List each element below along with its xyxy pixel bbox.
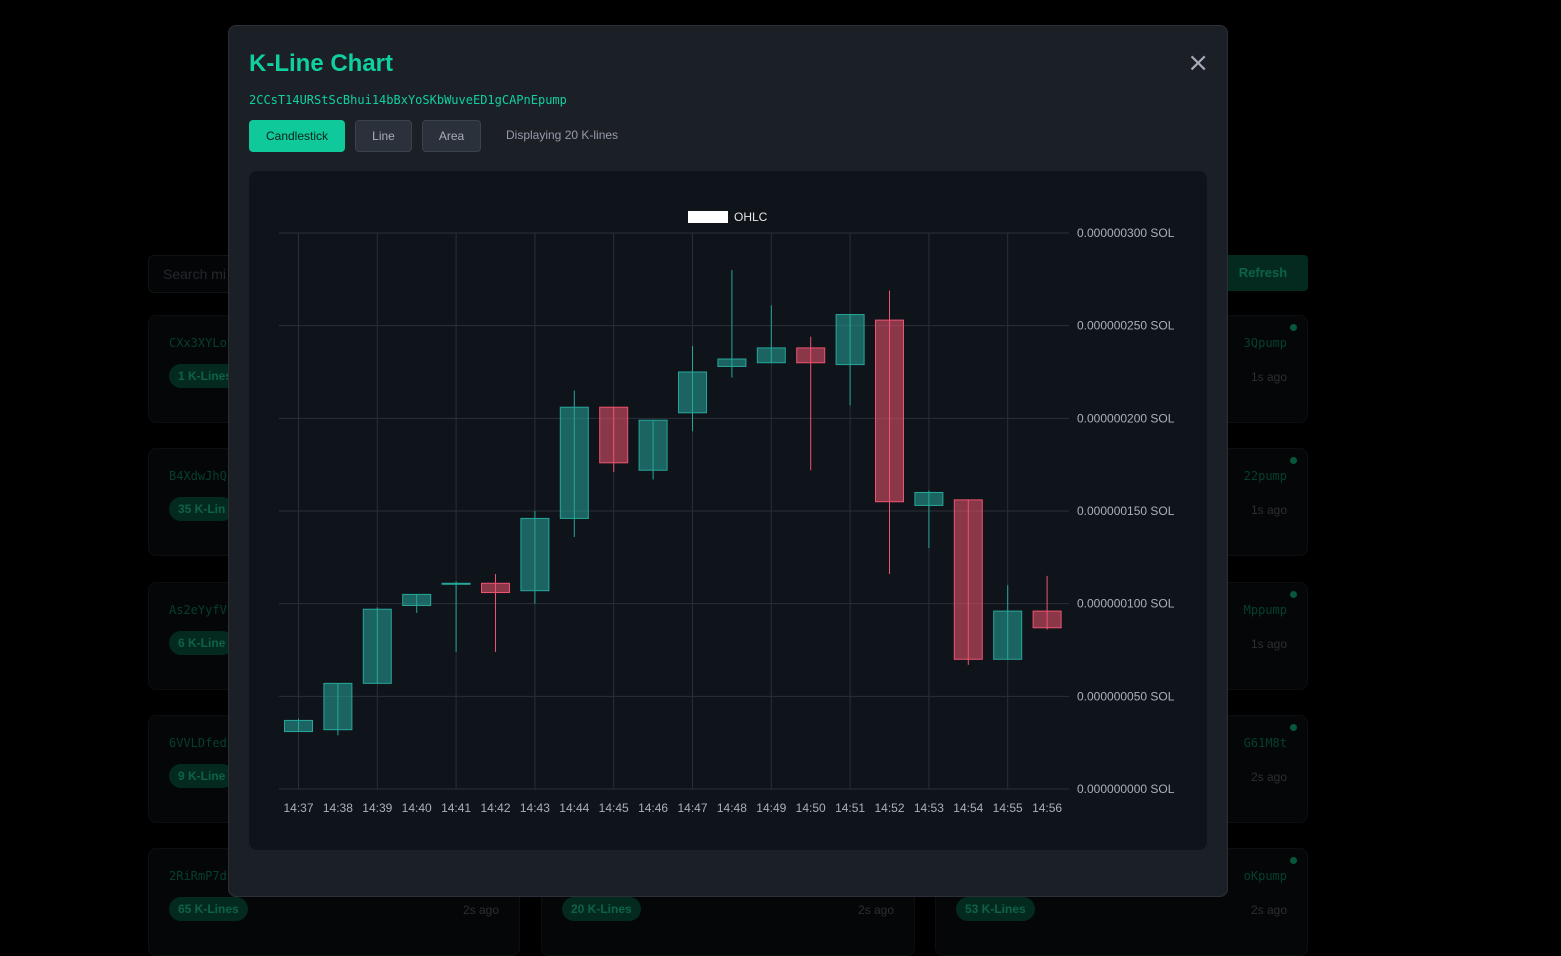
- x-tick-label: 14:37: [283, 801, 313, 815]
- status-dot: [1290, 724, 1297, 731]
- x-tick-label: 14:39: [362, 801, 392, 815]
- candle-body: [1032, 610, 1062, 629]
- time-ago: 1s ago: [1250, 637, 1287, 651]
- status-dot: [1290, 324, 1297, 331]
- candle-body: [638, 419, 668, 471]
- token-address: CXx3XYLo: [169, 336, 227, 350]
- candle-body: [756, 347, 786, 364]
- candle-body: [875, 319, 904, 503]
- x-tick-label: 14:38: [323, 801, 353, 815]
- status-dot: [1290, 591, 1297, 598]
- x-tick-label: 14:50: [796, 801, 826, 815]
- candlestick-button[interactable]: Candlestick: [249, 120, 345, 152]
- candle-body: [953, 499, 983, 660]
- kline-badge: 20 K-Lines: [562, 897, 641, 921]
- candle-body: [362, 608, 392, 684]
- time-ago: 2s ago: [857, 903, 894, 917]
- time-ago: 2s ago: [462, 903, 499, 917]
- y-tick-label: 0.000000100 SOL: [1077, 597, 1175, 611]
- candle-body: [402, 593, 432, 607]
- x-tick-label: 14:55: [993, 801, 1023, 815]
- kline-chart[interactable]: 0.000000000 SOL 0.000000050 SOL 0.00000010…: [249, 171, 1207, 850]
- time-ago: 1s ago: [1250, 503, 1287, 517]
- candle-body: [796, 347, 826, 364]
- token-address: B4XdwJhQ: [169, 469, 227, 483]
- token-address-tail: Mppump: [1243, 603, 1287, 617]
- time-ago: 2s ago: [1250, 903, 1287, 917]
- legend-swatch: [688, 211, 728, 223]
- line-button[interactable]: Line: [355, 120, 412, 152]
- x-tick-label: 14:46: [638, 801, 668, 815]
- candle-body: [441, 582, 471, 585]
- candle-body: [323, 682, 353, 731]
- kline-badge: 6 K-Line: [169, 631, 235, 655]
- kline-badge: 65 K-Lines: [169, 897, 248, 921]
- candle-body: [835, 314, 865, 366]
- x-tick-label: 14:49: [756, 801, 786, 815]
- legend-label: OHLC: [734, 210, 768, 224]
- candle-body: [914, 491, 944, 506]
- candle-body: [993, 610, 1023, 660]
- x-tick-label: 14:53: [914, 801, 944, 815]
- chart-panel: 0.000000000 SOL 0.000000050 SOL 0.00000010…: [249, 171, 1207, 850]
- x-tick-label: 14:52: [874, 801, 904, 815]
- candle-body: [717, 358, 747, 367]
- y-tick-label: 0.000000150 SOL: [1077, 504, 1175, 518]
- refresh-button[interactable]: Refresh: [1218, 255, 1308, 291]
- time-ago: 1s ago: [1250, 370, 1287, 384]
- kline-modal: K-Line Chart × 2CCsT14URStScBhui14bBxYoS…: [228, 25, 1228, 897]
- candle-body: [559, 406, 589, 519]
- kline-badge: 53 K-Lines: [956, 897, 1035, 921]
- y-tick-label: 0.000000300 SOL: [1077, 226, 1175, 240]
- x-tick-label: 14:51: [835, 801, 865, 815]
- kline-badge: 9 K-Line: [169, 764, 235, 788]
- token-address-tail: oKpump: [1243, 869, 1287, 883]
- token-address: 2CCsT14URStScBhui14bBxYoSKbWuveED1gCAPnE…: [249, 93, 567, 107]
- candle-body: [520, 517, 550, 592]
- x-tick-label: 14:54: [953, 801, 983, 815]
- x-tick-label: 14:41: [441, 801, 471, 815]
- x-tick-label: 14:44: [559, 801, 589, 815]
- token-address-tail: 3Qpump: [1243, 336, 1287, 350]
- x-tick-label: 14:42: [480, 801, 510, 815]
- candle-body: [678, 371, 707, 414]
- x-tick-label: 14:40: [402, 801, 432, 815]
- token-address-tail: G61M8t: [1243, 736, 1287, 750]
- time-ago: 2s ago: [1250, 770, 1287, 784]
- area-button[interactable]: Area: [422, 120, 481, 152]
- token-address: 6VVLDfed: [169, 736, 227, 750]
- y-tick-label: 0.000000200 SOL: [1077, 411, 1175, 425]
- x-tick-label: 14:48: [717, 801, 747, 815]
- kline-count-label: Displaying 20 K-lines: [506, 128, 619, 142]
- token-address: 2RiRmP7d: [169, 869, 227, 883]
- x-tick-label: 14:43: [520, 801, 550, 815]
- x-tick-label: 14:56: [1032, 801, 1062, 815]
- y-tick-label: 0.000000000 SOL: [1077, 782, 1175, 796]
- y-tick-label: 0.000000250 SOL: [1077, 319, 1175, 333]
- kline-badge: 35 K-Lin: [169, 497, 235, 521]
- x-tick-label: 14:47: [677, 801, 707, 815]
- status-dot: [1290, 457, 1297, 464]
- y-tick-label: 0.000000050 SOL: [1077, 689, 1175, 703]
- token-address-tail: 22pump: [1243, 469, 1287, 483]
- candle-body: [284, 719, 313, 733]
- close-icon[interactable]: ×: [1187, 48, 1209, 78]
- candle-body: [599, 406, 629, 464]
- modal-title: K-Line Chart: [249, 50, 393, 77]
- x-tick-label: 14:45: [599, 801, 629, 815]
- status-dot: [1290, 857, 1297, 864]
- candle-body: [481, 582, 510, 594]
- token-address: As2eYyfV: [169, 603, 227, 617]
